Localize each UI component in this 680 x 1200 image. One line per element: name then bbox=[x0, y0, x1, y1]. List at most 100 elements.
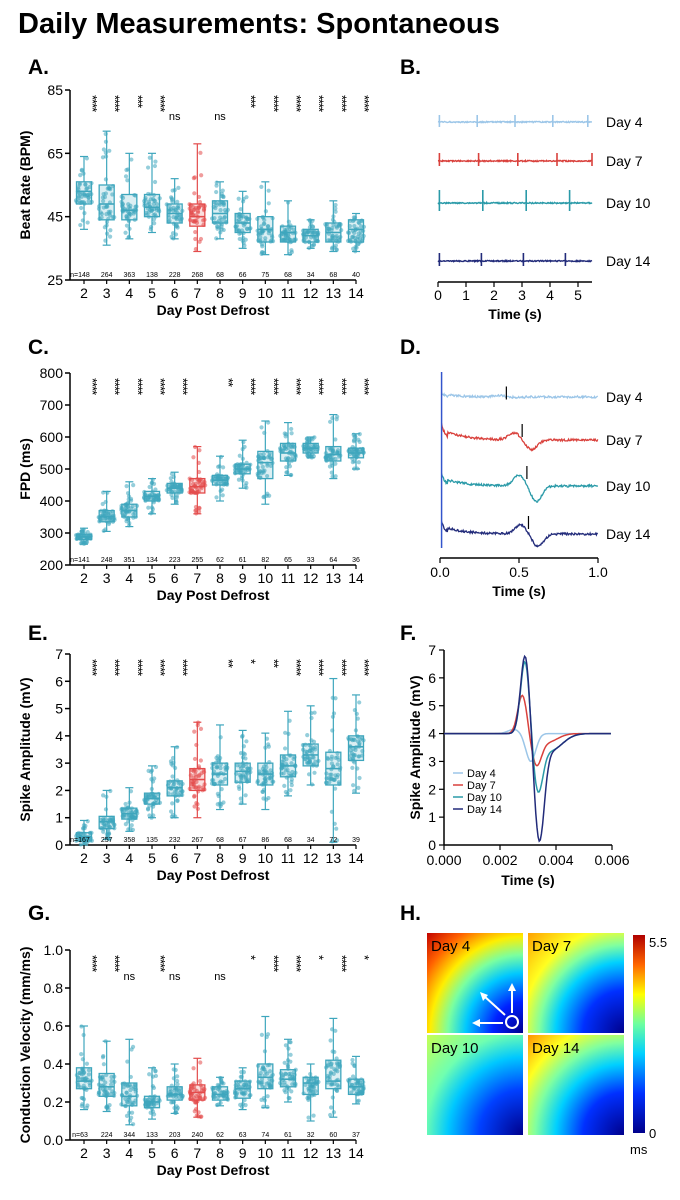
panel-h-colorbar-unit: ms bbox=[630, 1142, 648, 1157]
panel-a-ytick-label: 45 bbox=[47, 209, 63, 225]
panel-b-xtick-label: 0 bbox=[434, 287, 442, 303]
panel-a-data-point bbox=[129, 157, 134, 162]
panel-c-data-point bbox=[351, 437, 357, 443]
panel-h-colorbar-min: 0 bbox=[649, 1126, 656, 1141]
panel-g-data-point bbox=[80, 1076, 85, 1081]
panel-g-data-point bbox=[121, 1085, 126, 1090]
panel-c-data-point bbox=[261, 452, 266, 457]
panel-a-data-point bbox=[192, 207, 198, 212]
panel-b-xtick-label: 1 bbox=[462, 287, 470, 303]
panel-e-significance: **** bbox=[289, 659, 304, 676]
panel-c-data-point bbox=[174, 493, 179, 498]
panel-c-data-point bbox=[153, 487, 158, 492]
panel-e-significance: **** bbox=[312, 659, 327, 676]
panel-g-data-point bbox=[76, 1076, 81, 1081]
panel-e-data-point bbox=[333, 786, 338, 791]
panel-c-significance: **** bbox=[130, 378, 145, 395]
panel-g-data-point bbox=[280, 1074, 286, 1079]
panel-c-data-point bbox=[326, 456, 331, 461]
panel-g-box bbox=[75, 1067, 93, 1090]
panel-c-n-label: 255 bbox=[191, 557, 203, 564]
panel-g-data-point bbox=[147, 1072, 152, 1077]
panel-e-data-point bbox=[219, 787, 224, 792]
panel-a-data-point bbox=[334, 247, 339, 252]
panel-g-ytick-label: 0.2 bbox=[44, 1094, 64, 1110]
panel-e-xtick-label: 10 bbox=[258, 850, 274, 866]
panel-e-data-point bbox=[100, 793, 106, 798]
panel-e-data-point bbox=[268, 775, 273, 780]
panel-f-ytick-label: 2 bbox=[428, 781, 436, 797]
panel-a-xtick-label: 8 bbox=[216, 285, 224, 301]
panel-c-data-point bbox=[216, 464, 221, 469]
panel-a-xtick-label: 12 bbox=[303, 285, 319, 301]
panel-g-data-point bbox=[191, 1066, 196, 1071]
panel-g-data-point bbox=[327, 1074, 332, 1079]
panel-e-data-point bbox=[354, 711, 359, 716]
panel-c-n-label: 248 bbox=[101, 557, 113, 564]
panel-a-data-point bbox=[152, 179, 158, 185]
panel-c-data-point bbox=[257, 469, 262, 474]
panel-a-data-point bbox=[311, 243, 316, 248]
panel-g-data-point bbox=[128, 1084, 133, 1089]
panel-e-box bbox=[234, 762, 251, 783]
panel-a-n-label: 363 bbox=[123, 272, 135, 279]
panel-g-n-label: 62 bbox=[216, 1132, 224, 1139]
panel-c-xlabel: Day Post Defrost bbox=[157, 587, 270, 603]
panel-g-data-point bbox=[334, 1088, 340, 1094]
panel-c-ytick-label: 700 bbox=[40, 397, 64, 413]
panel-a-data-point bbox=[153, 159, 158, 164]
panel-a-xtick-label: 11 bbox=[281, 285, 296, 301]
panel-e-data-point bbox=[329, 754, 334, 759]
panel-a-data-point bbox=[170, 197, 175, 202]
panel-e-data-point bbox=[282, 746, 288, 751]
panel-c-data-point bbox=[237, 453, 242, 458]
panel-d-trace-2 bbox=[440, 423, 599, 452]
panel-e-data-point bbox=[237, 786, 242, 791]
panel-e-data-point bbox=[170, 774, 175, 779]
panel-a-data-point bbox=[221, 194, 226, 200]
panel-a-data-point bbox=[79, 205, 84, 211]
panel-e-significance: ** bbox=[266, 659, 281, 668]
panel-a-n-label: 228 bbox=[169, 272, 181, 279]
panel-d-trace-1 bbox=[440, 392, 599, 400]
panel-a-data-point bbox=[245, 217, 250, 222]
panel-e-data-point bbox=[238, 763, 243, 769]
panel-e-xtick-label: 3 bbox=[103, 850, 111, 866]
panel-g-box bbox=[166, 1086, 183, 1101]
panel-g-xtick-label: 9 bbox=[239, 1145, 247, 1161]
panel-e-data-point bbox=[221, 800, 226, 805]
panel-c-ytick-label: 200 bbox=[40, 557, 64, 573]
panel-e-data-point bbox=[176, 781, 181, 786]
panel-g-data-point bbox=[283, 1071, 289, 1077]
panel-a-data-point bbox=[244, 195, 249, 200]
panel-g-significance: **** bbox=[266, 955, 281, 972]
panel-f-xtick-label: 0.006 bbox=[594, 852, 629, 868]
panel-g-significance: * bbox=[357, 955, 372, 960]
panel-a-data-point bbox=[178, 217, 183, 222]
panel-g-data-point bbox=[306, 1115, 311, 1120]
panel-a-data-point bbox=[175, 199, 180, 204]
panel-a-data-point bbox=[214, 189, 219, 195]
panel-a-n-label: 264 bbox=[101, 272, 113, 279]
panel-e-data-point bbox=[311, 739, 317, 744]
panel-c-data-point bbox=[220, 487, 225, 492]
panel-a-data-point bbox=[218, 208, 223, 213]
panel-g-significance: * bbox=[312, 955, 327, 960]
panel-e-data-point bbox=[334, 826, 339, 831]
panel-label-a: A. bbox=[28, 56, 49, 79]
panel-g-data-point bbox=[291, 1070, 296, 1075]
panel-g-data-point bbox=[238, 1102, 243, 1107]
panel-a-data-point bbox=[191, 176, 196, 181]
panel-f-ytick-label: 1 bbox=[428, 809, 436, 825]
panel-a-xlabel: Day Post Defrost bbox=[157, 302, 270, 318]
panel-g-xtick-label: 10 bbox=[258, 1145, 274, 1161]
panel-e-data-point bbox=[217, 758, 222, 763]
panel-a-ytick-label: 25 bbox=[47, 272, 63, 288]
panel-g-data-point bbox=[123, 1096, 128, 1102]
panel-g-box bbox=[257, 1063, 274, 1090]
panel-e-data-point bbox=[214, 765, 219, 770]
panel-a-n-label: 66 bbox=[239, 272, 247, 279]
panel-e-data-point bbox=[199, 771, 204, 776]
panel-g-data-point bbox=[259, 1032, 264, 1037]
panel-e-data-point bbox=[192, 804, 197, 809]
